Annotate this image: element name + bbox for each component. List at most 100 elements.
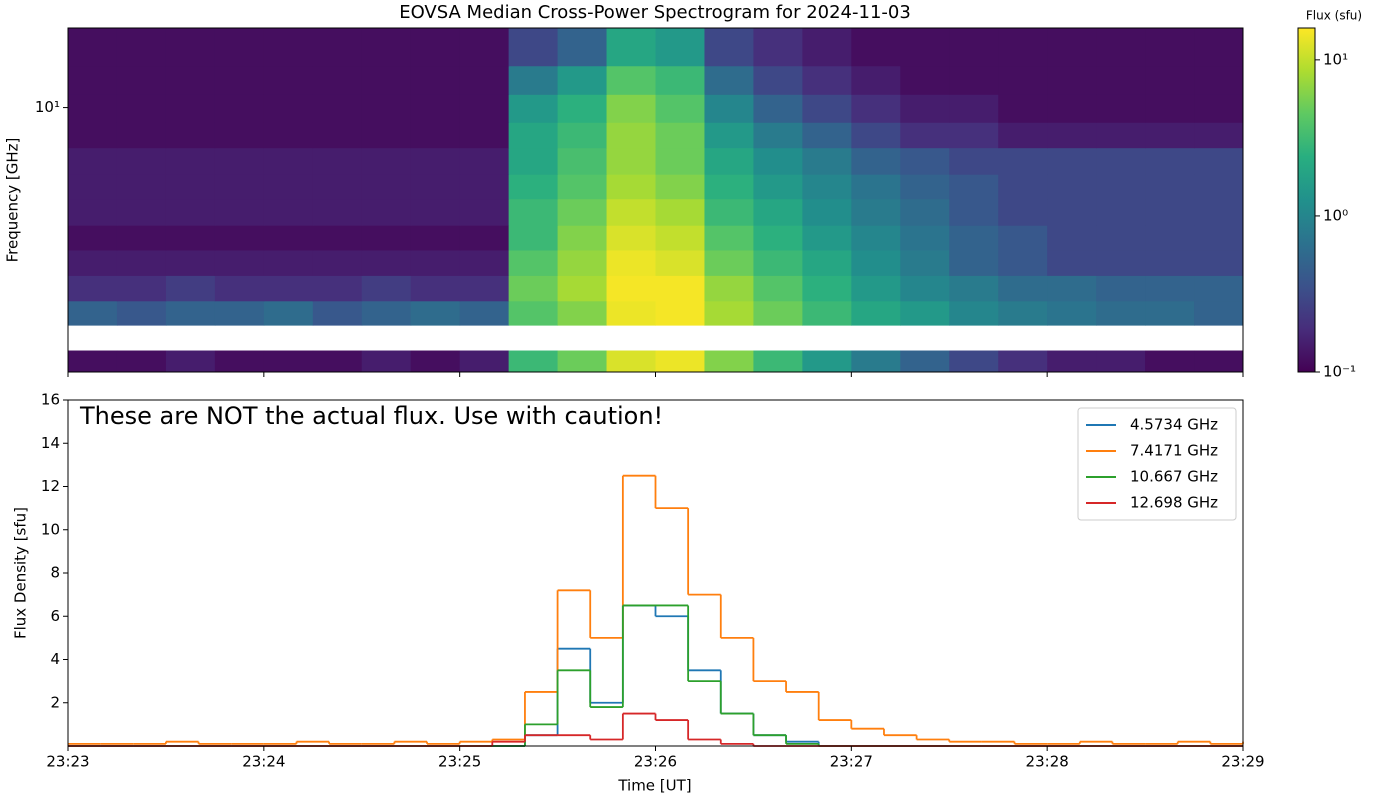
heatmap-cell bbox=[1194, 350, 1244, 373]
heatmap-cell bbox=[214, 28, 265, 67]
heatmap-cell bbox=[655, 174, 705, 200]
heatmap-cell bbox=[704, 65, 754, 95]
heatmap-cell bbox=[802, 198, 852, 226]
heatmap-cell bbox=[655, 28, 705, 67]
heatmap-cell bbox=[753, 350, 803, 373]
heatmap-cell bbox=[1047, 122, 1097, 149]
heatmap-cell bbox=[557, 350, 608, 373]
heatmap-cell bbox=[900, 225, 950, 251]
heatmap-cell bbox=[851, 198, 901, 226]
heatmap-cell bbox=[361, 28, 412, 67]
plot-frame bbox=[67, 399, 1244, 747]
heatmap-cell bbox=[900, 275, 950, 302]
heatmap-cell bbox=[998, 94, 1048, 123]
heatmap-cell bbox=[312, 350, 363, 373]
heatmap-cell bbox=[655, 122, 705, 149]
heatmap-cell bbox=[1096, 28, 1146, 67]
heatmap-cell bbox=[753, 198, 803, 226]
heatmap-cell bbox=[508, 174, 559, 200]
heatmap-cell bbox=[1145, 198, 1195, 226]
heatmap-cell bbox=[1096, 122, 1146, 149]
heatmap-cell bbox=[1047, 275, 1097, 302]
heatmap-cell bbox=[1145, 174, 1195, 200]
heatmap-cell bbox=[312, 28, 363, 67]
heatmap-cell bbox=[1047, 174, 1097, 200]
heatmap-cell bbox=[68, 147, 118, 175]
heatmap-cell bbox=[508, 198, 559, 226]
heatmap-cell bbox=[802, 94, 852, 123]
heatmap-cell bbox=[949, 350, 999, 373]
heatmap-cell bbox=[1096, 198, 1146, 226]
heatmap-cell bbox=[655, 300, 705, 326]
heatmap-cell bbox=[263, 174, 314, 200]
heatmap-cell bbox=[900, 122, 950, 149]
heatmap-cell bbox=[949, 225, 999, 251]
heatmap-cell bbox=[361, 198, 412, 226]
heatmap-cell bbox=[1194, 225, 1244, 251]
heatmap-cell bbox=[557, 174, 608, 200]
heatmap-cell bbox=[998, 225, 1048, 251]
heatmap-cell bbox=[165, 65, 216, 95]
heatmap-cell bbox=[655, 94, 705, 123]
heatmap-cell bbox=[1145, 28, 1195, 67]
heatmap-cell bbox=[802, 300, 852, 326]
heatmap-cell bbox=[312, 147, 363, 175]
heatmap-cell bbox=[802, 275, 852, 302]
heatmap-cell bbox=[312, 65, 363, 95]
heatmap-cell bbox=[459, 300, 510, 326]
heatmap-cell bbox=[1145, 147, 1195, 175]
heatmap-cell bbox=[165, 28, 216, 67]
colorbar-tick-label: 10⁻¹ bbox=[1323, 363, 1356, 381]
heatmap-cell bbox=[704, 249, 754, 276]
heatmap-cell bbox=[1194, 122, 1244, 149]
heatmap-cell bbox=[949, 147, 999, 175]
heatmap-cell bbox=[459, 65, 510, 95]
heatmap-cell bbox=[361, 249, 412, 276]
x-tick-label: 23:24 bbox=[242, 753, 285, 771]
heatmap-cell bbox=[606, 65, 656, 95]
heatmap-cell bbox=[802, 350, 852, 373]
heatmap-cell bbox=[1047, 147, 1097, 175]
heatmap-cell bbox=[116, 225, 167, 251]
legend-label: 12.698 GHz bbox=[1130, 494, 1218, 512]
heatmap-cell bbox=[312, 174, 363, 200]
heatmap-cell bbox=[508, 94, 559, 123]
heatmap-cell bbox=[851, 174, 901, 200]
heatmap-cell bbox=[508, 65, 559, 95]
heatmap-cell bbox=[655, 350, 705, 373]
heatmap-cell bbox=[753, 94, 803, 123]
y-tick-label: 10¹ bbox=[35, 98, 60, 116]
heatmap-cell bbox=[410, 275, 461, 302]
heatmap-cell bbox=[900, 147, 950, 175]
heatmap-cell bbox=[361, 225, 412, 251]
heatmap-cell bbox=[165, 174, 216, 200]
heatmap-cell bbox=[68, 225, 118, 251]
heatmap-cell bbox=[68, 94, 118, 123]
heatmap-cell bbox=[410, 147, 461, 175]
heatmap-cell bbox=[900, 65, 950, 95]
heatmap-cell bbox=[900, 94, 950, 123]
heatmap-cell bbox=[753, 147, 803, 175]
colorbar-label: Flux (sfu) bbox=[1306, 9, 1362, 23]
heatmap-cell bbox=[998, 275, 1048, 302]
heatmap-cell bbox=[312, 225, 363, 251]
heatmap-cell bbox=[1194, 174, 1244, 200]
heatmap-cell bbox=[361, 300, 412, 326]
x-tick-label: 23:23 bbox=[46, 753, 89, 771]
heatmap-cell bbox=[1145, 249, 1195, 276]
heatmap-cell bbox=[165, 225, 216, 251]
heatmap-cell bbox=[459, 28, 510, 67]
heatmap-cell bbox=[851, 225, 901, 251]
x-tick-label: 23:28 bbox=[1026, 753, 1069, 771]
heatmap-cell bbox=[459, 350, 510, 373]
heatmap-cell bbox=[557, 249, 608, 276]
heatmap-cell bbox=[1096, 350, 1146, 373]
heatmap-cell bbox=[606, 94, 656, 123]
heatmap-cell bbox=[361, 147, 412, 175]
heatmap-cell bbox=[851, 65, 901, 95]
x-tick-label: 23:29 bbox=[1221, 753, 1264, 771]
heatmap-cell bbox=[900, 174, 950, 200]
heatmap-cell bbox=[900, 300, 950, 326]
heatmap-cell bbox=[214, 122, 265, 149]
heatmap-cell bbox=[606, 350, 656, 373]
